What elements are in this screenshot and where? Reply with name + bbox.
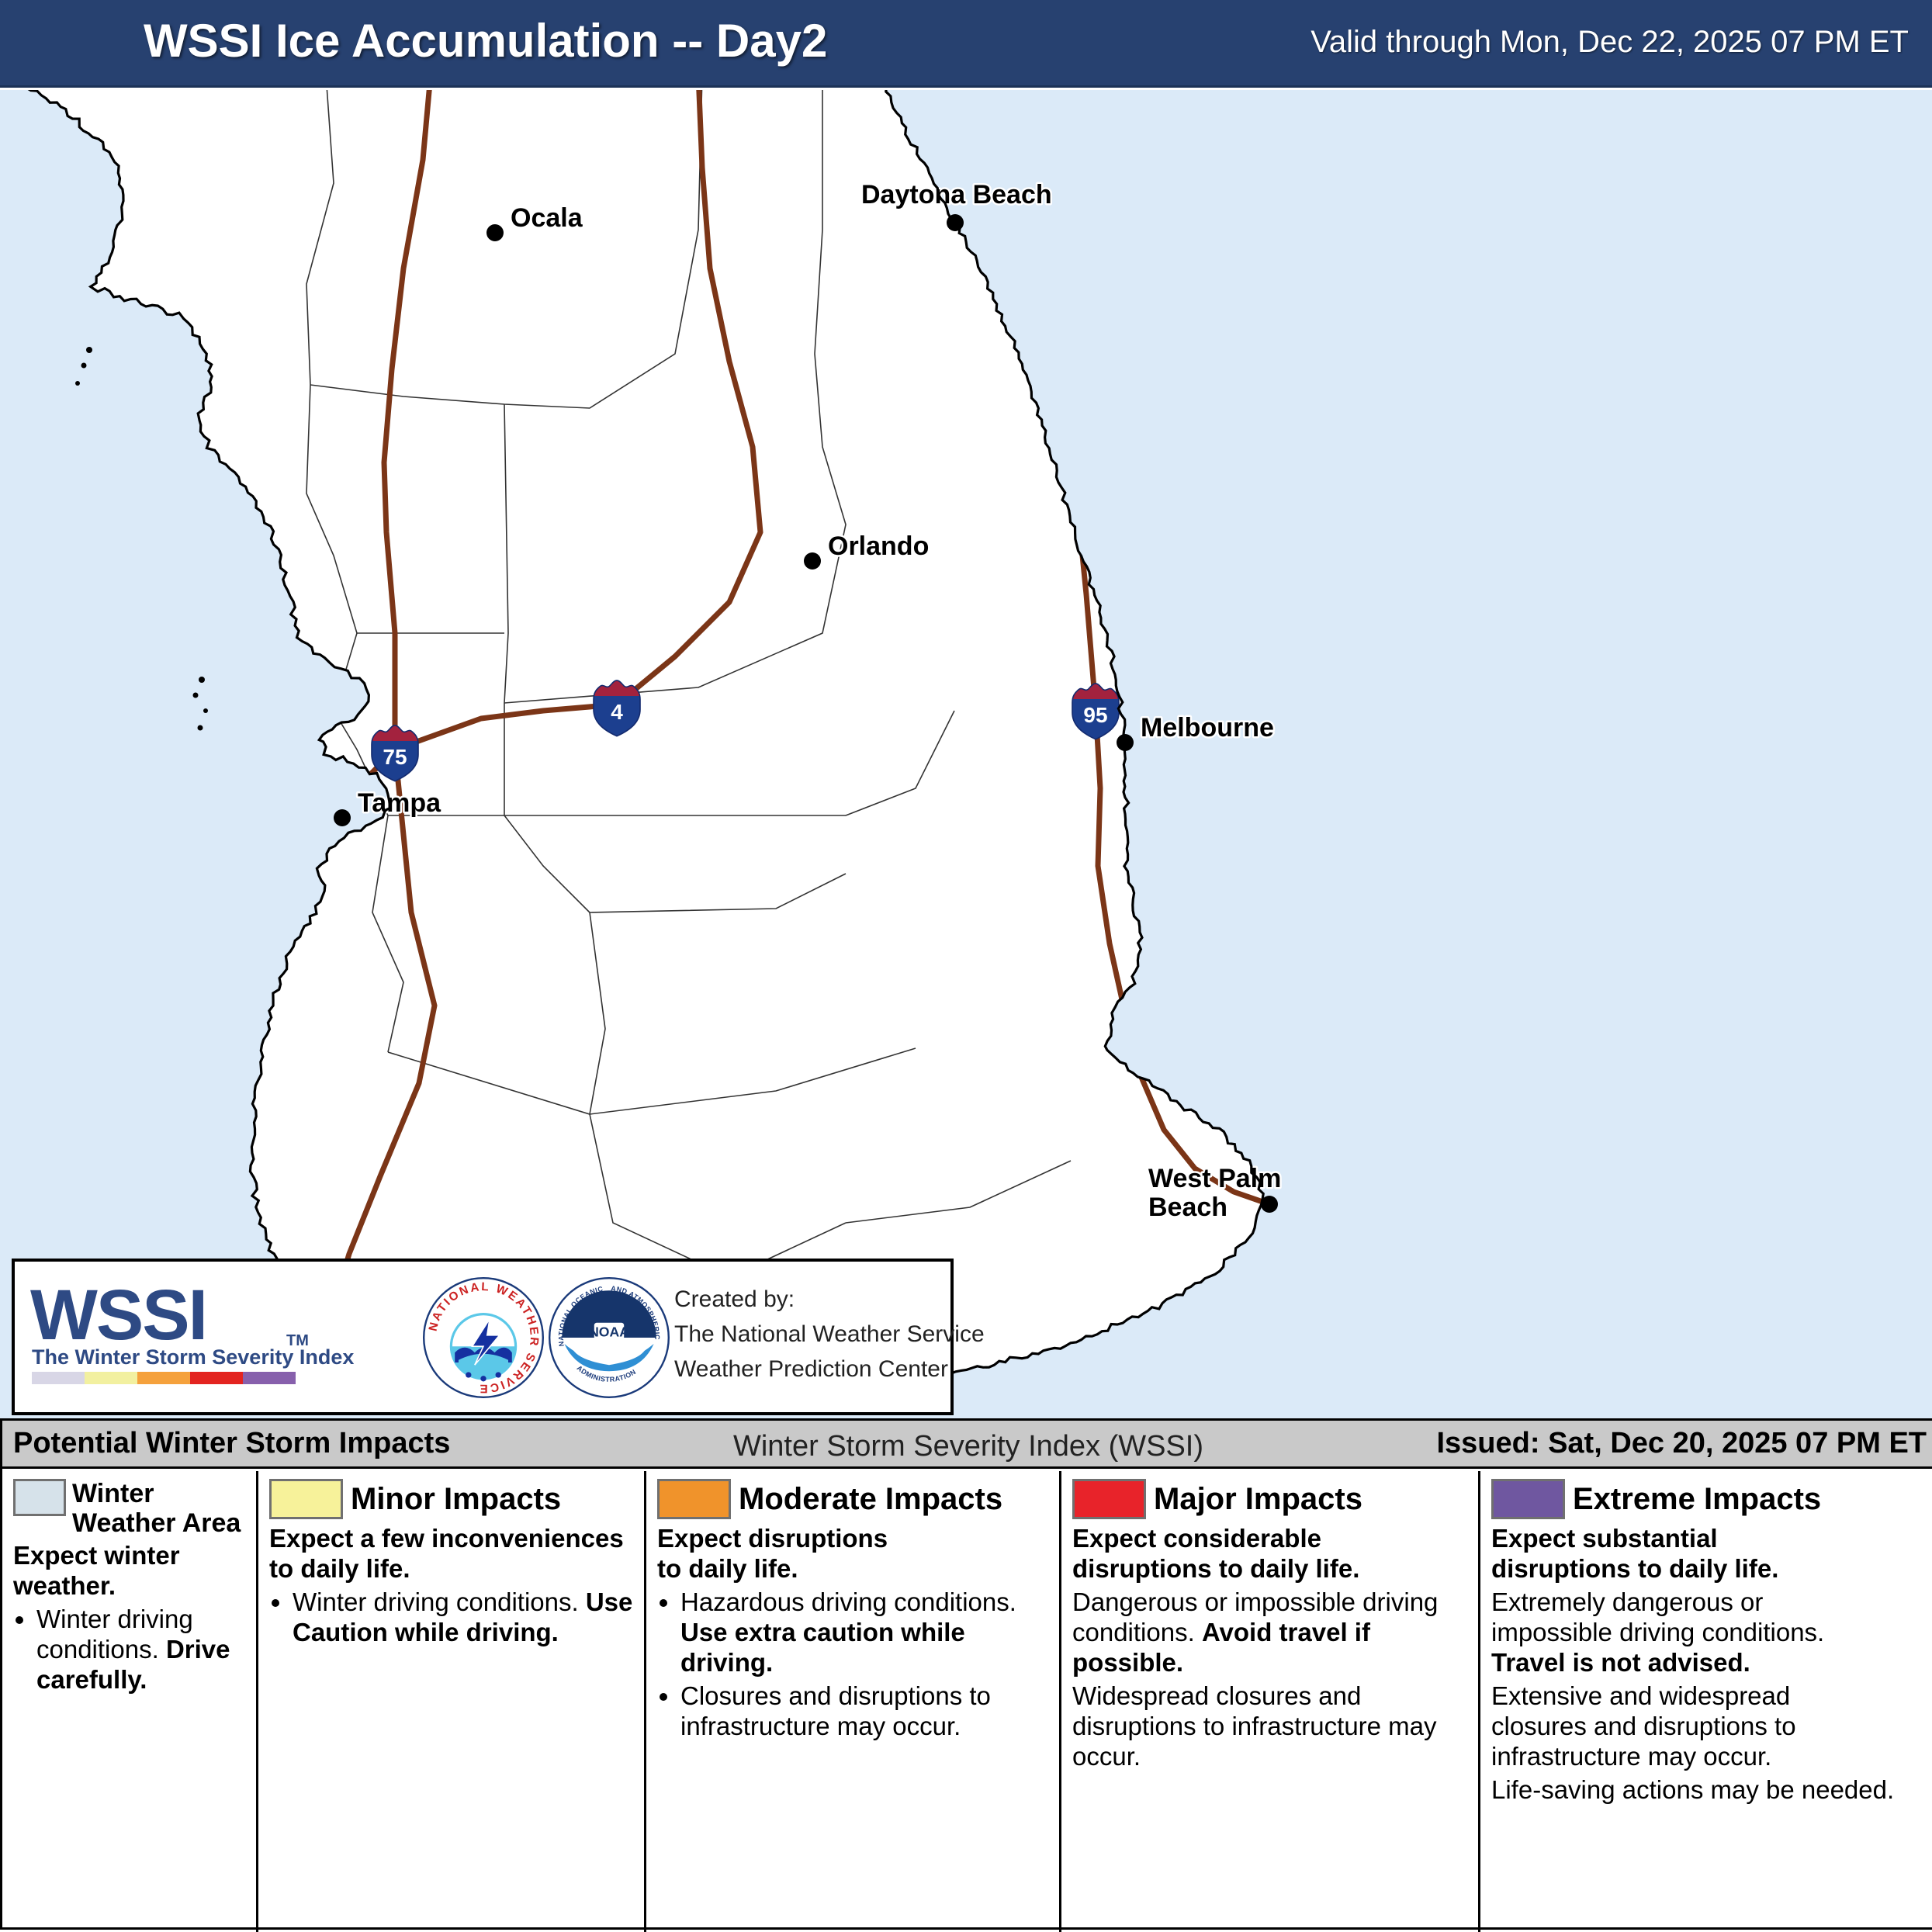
svg-text:Beach: Beach bbox=[1148, 1193, 1227, 1222]
svg-text:Orlando: Orlando bbox=[828, 531, 929, 561]
svg-text:The Winter Storm Severity Inde: The Winter Storm Severity Index bbox=[32, 1345, 354, 1369]
svg-text:4: 4 bbox=[611, 700, 623, 724]
svg-text:NOAA: NOAA bbox=[589, 1324, 629, 1339]
svg-text:Ocala: Ocala bbox=[511, 203, 583, 233]
svg-text:West Palm: West Palm bbox=[1148, 1164, 1281, 1193]
svg-text:75: 75 bbox=[383, 745, 407, 769]
svg-text:WSSI: WSSI bbox=[30, 1277, 206, 1355]
svg-text:Melbourne: Melbourne bbox=[1141, 713, 1274, 743]
svg-text:Daytona Beach: Daytona Beach bbox=[861, 180, 1052, 209]
svg-text:Tampa: Tampa bbox=[358, 788, 441, 818]
svg-text:95: 95 bbox=[1083, 703, 1107, 727]
